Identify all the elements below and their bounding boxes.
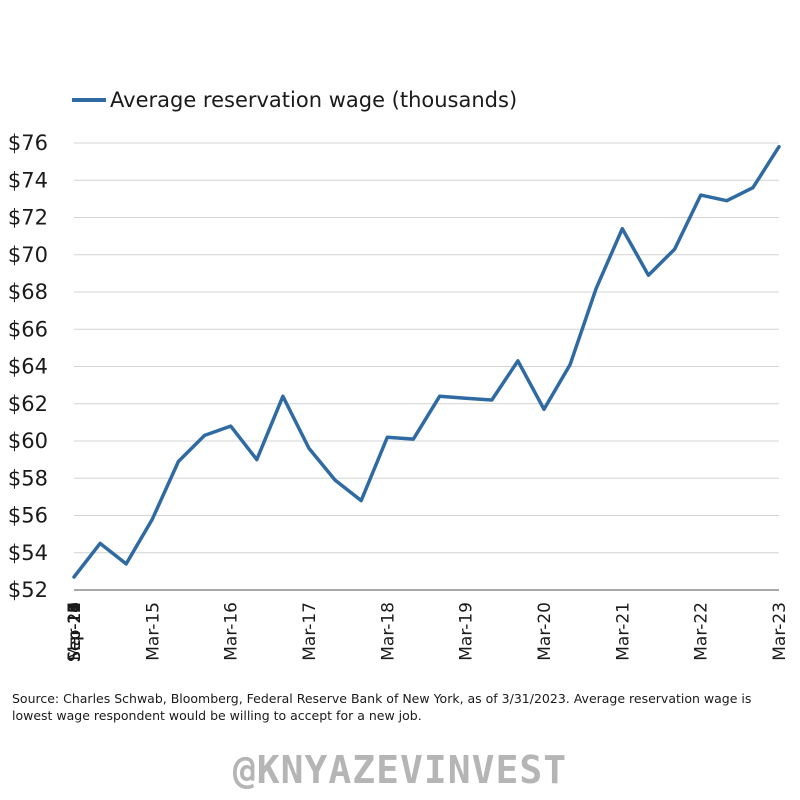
x-tick-label: Mar-20 [535,602,555,661]
x-tick-label: Sep-18 [65,602,85,662]
x-tick-label: Mar-14 [65,602,85,661]
y-tick-label: $60 [8,429,48,453]
y-axis-ticks: $52 $54 $56 $58 $60 $62 $64 $66 $68 $70 $72 $74 $76 [8,131,48,602]
y-tick-label: $64 [8,355,48,379]
x-tick-label: Mar-18 [378,602,398,661]
source-note: Source: Charles Schwab, Bloomberg, Feder… [12,691,752,723]
y-tick-label: $66 [8,317,48,341]
x-tick-label: Mar-19 [457,602,477,661]
x-tick-label: Mar-15 [143,602,163,661]
x-tick-label: Sep-14 [65,602,85,662]
y-tick-label: $68 [8,280,48,304]
legend: Average reservation wage (thousands) [72,88,517,112]
x-tick-label: Sep-22 [65,602,85,662]
gridlines [74,142,779,591]
y-tick-label: $72 [8,206,48,230]
line-chart: $52$54$56$58$60$62$64$66$68$70$72$74$76 … [8,131,790,662]
legend-line-swatch [72,98,106,102]
x-tick-label: Mar-16 [222,602,242,661]
x-tick-label: Sep-20 [65,602,85,662]
x-tick-label: Sep-21 [65,602,85,662]
legend-label: Average reservation wage (thousands) [110,88,518,112]
y-tick-label: $76 [8,131,48,155]
y-tick-label: $56 [8,504,48,528]
y-tick-label: $74 [8,168,48,192]
x-tick-label: Mar-17 [300,602,320,661]
x-tick-label: Sep-19 [65,602,85,662]
series-line [72,144,781,579]
x-tick-label: Sep-17 [65,602,85,662]
y-tick-label: $58 [8,466,48,490]
y-tick-label: $62 [8,392,48,416]
x-tick-label: Mar-21 [613,602,633,661]
y-tick-label: $54 [8,541,48,565]
watermark: @KNYAZEVINVEST [232,748,568,792]
series-layer [72,144,781,579]
y-tick-label: $52 [8,578,48,602]
y-tick-label: $70 [8,243,48,267]
x-tick-label: Mar-23 [770,602,790,661]
x-tick-label: Sep-16 [65,602,85,662]
x-tick-label: Mar-22 [692,602,712,661]
x-tick-label: Sep-15 [65,602,85,662]
